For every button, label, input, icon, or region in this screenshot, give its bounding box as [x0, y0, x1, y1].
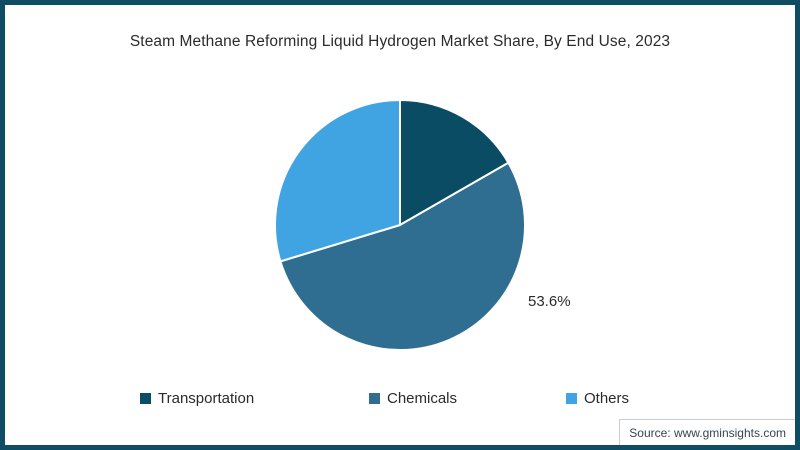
- source-box: Source: www.gminsights.com: [619, 419, 795, 445]
- legend-marker-transportation: [140, 392, 151, 404]
- pie-slice-transportation: [399, 99, 510, 226]
- legend-label-transportation: Transportation: [158, 389, 255, 407]
- legend: Transportation Chemicals Others: [5, 386, 795, 410]
- legend-item-chemicals: Chemicals: [369, 386, 457, 410]
- legend-item-transportation: Transportation: [140, 386, 254, 410]
- source-attribution: Source: www.gminsights.com: [629, 425, 786, 440]
- pie-svg: [274, 99, 526, 351]
- legend-marker-others: [566, 392, 577, 404]
- legend-item-others: Others: [566, 386, 629, 410]
- pie-chart: [274, 99, 526, 351]
- legend-label-chemicals: Chemicals: [387, 389, 458, 407]
- pie-slice-chemicals: [279, 161, 526, 351]
- legend-label-others: Others: [584, 389, 630, 407]
- slice-value-label: 53.6%: [528, 293, 571, 310]
- legend-marker-chemicals: [369, 392, 380, 404]
- chart-title: Steam Methane Reforming Liquid Hydrogen …: [129, 33, 671, 50]
- pie-slice-others: [274, 99, 401, 263]
